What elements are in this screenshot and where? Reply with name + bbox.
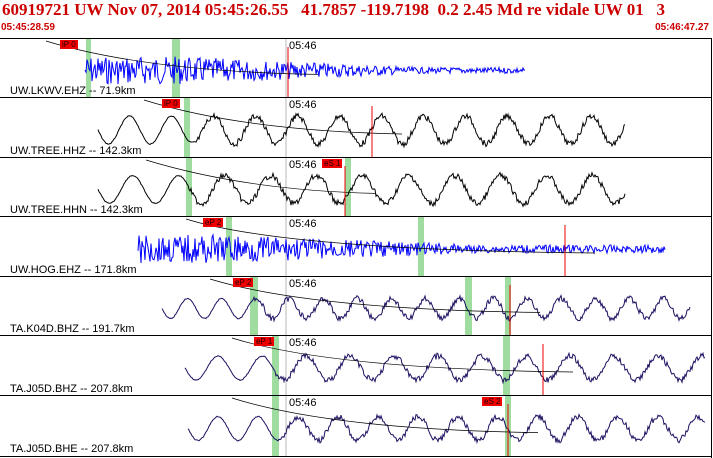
- station-label: UW.LKWV.EHZ -- 71.9km: [10, 85, 136, 97]
- minute-tick-label: 05:46: [289, 397, 317, 409]
- trace-plot: [187, 396, 706, 456]
- analysis-window: [272, 336, 279, 395]
- pick-marker[interactable]: eP 2: [233, 278, 254, 287]
- trace-panel-lkwv-ehz[interactable]: iP 0 05:46 UW.LKWV.EHZ -- 71.9km: [0, 38, 712, 97]
- analysis-window: [250, 277, 258, 335]
- trace-panel-tree-hhz[interactable]: iP 0 05:46 UW.TREE.HHZ -- 142.3km: [0, 97, 712, 157]
- waveform-trace: [97, 171, 626, 208]
- waveform-trace: [184, 351, 705, 385]
- minute-tick-label: 05:46: [289, 218, 317, 230]
- minute-tick-label: 05:46: [289, 159, 317, 171]
- station-label: UW.TREE.HHZ -- 142.3km: [10, 145, 142, 157]
- pick-marker[interactable]: eP 2: [203, 218, 224, 227]
- minute-tick-label: 05:46: [289, 337, 317, 349]
- analysis-window: [418, 217, 424, 276]
- minute-tick-label: 05:46: [289, 278, 317, 290]
- bottom-border: [0, 456, 712, 457]
- waveform-trace: [187, 413, 706, 445]
- end-time-label: 05:46:47.27: [655, 22, 709, 33]
- waveform-trace: [161, 294, 691, 323]
- start-time-label: 05:45:28.59: [1, 22, 55, 33]
- station-label: TA.K04D.BHZ -- 191.7km: [10, 323, 135, 335]
- station-label: TA.J05D.BHZ -- 207.8km: [10, 383, 133, 395]
- analysis-window: [505, 277, 511, 335]
- trace-plot: [45, 39, 526, 97]
- analysis-window: [503, 336, 510, 395]
- minute-tick-label: 05:46: [289, 40, 317, 52]
- station-label: TA.J05D.BHE -- 207.8km: [10, 443, 134, 455]
- pick-marker[interactable]: eS 2: [482, 397, 503, 406]
- analysis-window: [465, 277, 472, 335]
- station-label: UW.TREE.HHN -- 142.3km: [10, 204, 143, 216]
- trace-panel-hog-ehz[interactable]: eP 2 05:46 UW.HOG.EHZ -- 171.8km: [0, 216, 712, 276]
- waveform-trace: [137, 233, 666, 264]
- trace-panel-j05d-bhz[interactable]: eP 1 05:46 TA.J05D.BHZ -- 207.8km: [0, 335, 712, 395]
- analysis-window: [272, 396, 279, 456]
- trace-plot: [97, 158, 626, 216]
- analysis-window: [186, 158, 192, 216]
- coda-decay-curve: [231, 337, 574, 373]
- pick-marker[interactable]: iP 0: [60, 40, 78, 49]
- seismogram-panels: iP 0 05:46 UW.LKWV.EHZ -- 71.9km iP 0 05…: [0, 38, 713, 458]
- coda-decay-curve: [143, 99, 403, 135]
- waveform-trace: [97, 112, 626, 149]
- station-label: UW.HOG.EHZ -- 171.8km: [10, 264, 137, 276]
- coda-decay-curve: [145, 159, 376, 194]
- event-header-title: 60919721 UW Nov 07, 2014 05:45:26.55 41.…: [2, 0, 665, 19]
- pick-marker[interactable]: iP 0: [162, 99, 180, 108]
- coda-decay-curve: [231, 397, 539, 433]
- minute-tick-label: 05:46: [289, 99, 317, 111]
- trace-plot: [97, 98, 626, 157]
- analysis-window: [345, 158, 351, 216]
- trace-panel-j05d-bhe[interactable]: eS 2 05:46 TA.J05D.BHE -- 207.8km: [0, 395, 712, 456]
- analysis-window: [226, 217, 232, 276]
- analysis-window: [184, 98, 190, 157]
- trace-panel-k04d-bhz[interactable]: eP 2 05:46 TA.K04D.BHZ -- 191.7km: [0, 276, 712, 335]
- coda-decay-curve: [209, 278, 541, 313]
- right-border: [711, 38, 712, 458]
- trace-panel-tree-hhn[interactable]: eS 1 05:46 UW.TREE.HHN -- 142.3km: [0, 157, 712, 216]
- pick-marker[interactable]: eP 1: [254, 337, 275, 346]
- pick-marker[interactable]: eS 1: [322, 159, 343, 168]
- waveform-trace: [84, 56, 526, 85]
